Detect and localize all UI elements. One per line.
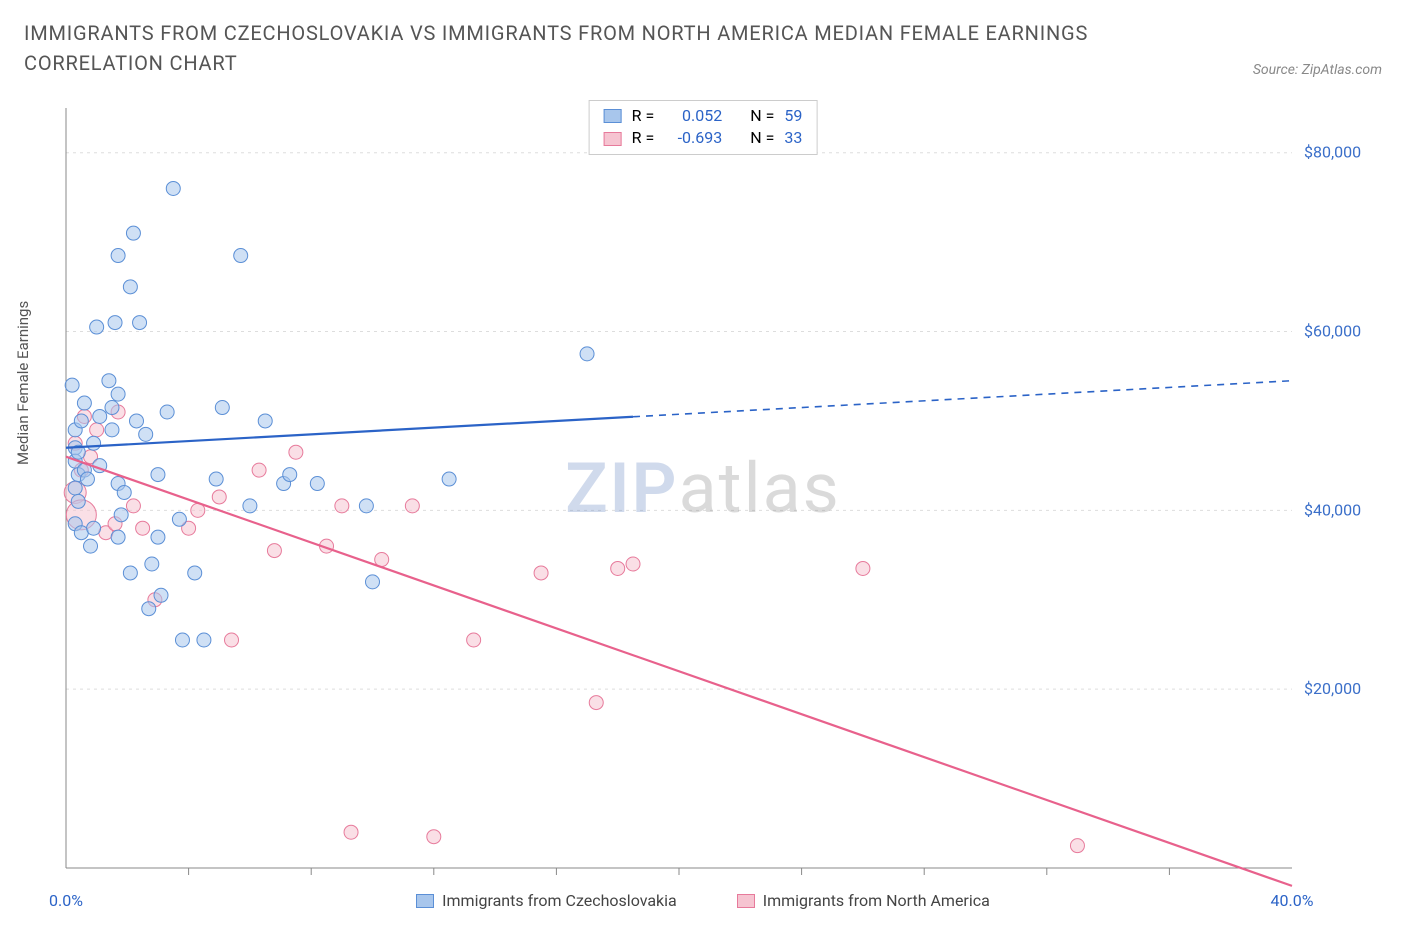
swatch-na — [604, 132, 622, 146]
scatter-chart: $20,000 $40,000 $60,000 $80,000 — [24, 100, 1382, 910]
svg-text:$80,000: $80,000 — [1304, 143, 1361, 162]
svg-text:$40,000: $40,000 — [1304, 500, 1361, 519]
x-tick-label: 40.0% — [1271, 891, 1314, 910]
legend-R-label: R = — [632, 127, 655, 149]
legend-R-czech: 0.052 — [664, 105, 722, 127]
legend-item-czech: Immigrants from Czechoslovakia — [416, 891, 677, 910]
legend-N-label: N = — [750, 127, 774, 149]
y-axis-label: Median Female Earnings — [14, 301, 32, 465]
source-label: Source: ZipAtlas.com — [1253, 62, 1382, 78]
legend-N-na: 33 — [784, 127, 802, 149]
legend-N-czech: 59 — [784, 105, 802, 127]
svg-text:$60,000: $60,000 — [1304, 322, 1361, 341]
legend-correlation: R = 0.052 N = 59 R = -0.693 N = 33 — [589, 100, 818, 155]
legend-row-czech: R = 0.052 N = 59 — [604, 105, 803, 127]
legend-R-na: -0.693 — [664, 127, 722, 149]
swatch-czech-b — [416, 894, 434, 908]
legend-series: Immigrants from Czechoslovakia Immigrant… — [24, 891, 1382, 910]
legend-label-na: Immigrants from North America — [763, 891, 990, 910]
chart-title: IMMIGRANTS FROM CZECHOSLOVAKIA VS IMMIGR… — [24, 18, 1124, 78]
legend-label-czech: Immigrants from Czechoslovakia — [442, 891, 677, 910]
legend-N-label: N = — [750, 105, 774, 127]
legend-item-na: Immigrants from North America — [737, 891, 990, 910]
legend-row-na: R = -0.693 N = 33 — [604, 127, 803, 149]
legend-R-label: R = — [632, 105, 655, 127]
svg-text:$20,000: $20,000 — [1304, 679, 1361, 698]
swatch-na-b — [737, 894, 755, 908]
x-tick-label: 0.0% — [49, 891, 83, 910]
chart-area: Median Female Earnings ZIPatlas $20,000$… — [24, 100, 1382, 910]
swatch-czech — [604, 109, 622, 123]
